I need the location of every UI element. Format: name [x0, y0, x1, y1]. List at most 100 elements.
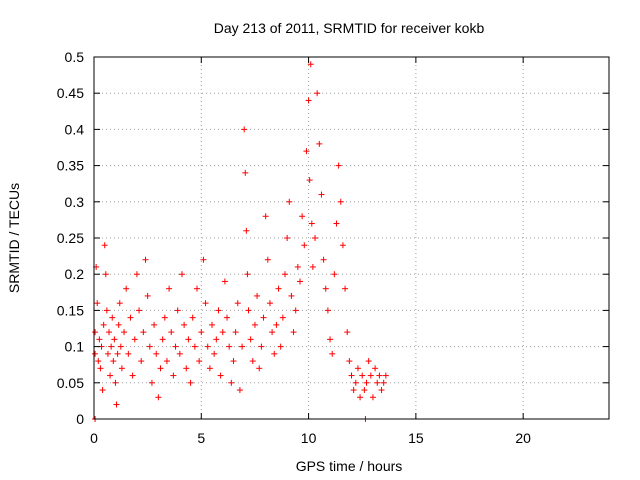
data-point: [104, 350, 111, 357]
data-point: [187, 379, 194, 386]
x-tick-label: 15: [408, 430, 424, 446]
data-point: [369, 394, 376, 401]
y-tick-label: 0.4: [65, 121, 85, 137]
data-point: [374, 379, 381, 386]
data-point: [277, 343, 284, 350]
data-point: [148, 379, 155, 386]
data-point: [324, 307, 331, 314]
axis-ticks: 0 0.05 0.1 0.15 0.2 0.25 0.3 0.35 0.4 0.45 0.5 0 5 10…: [57, 49, 609, 446]
data-point: [309, 263, 316, 270]
data-point: [140, 329, 147, 336]
data-point: [367, 372, 374, 379]
data-point: [306, 177, 313, 184]
data-point: [352, 379, 359, 386]
data-point: [174, 307, 181, 314]
data-point: [94, 300, 101, 307]
data-point: [211, 350, 218, 357]
data-point: [346, 358, 353, 365]
data-point: [168, 329, 175, 336]
data-point: [224, 314, 231, 321]
data-point: [363, 379, 370, 386]
data-point: [258, 343, 265, 350]
data-point: [196, 358, 203, 365]
data-point: [106, 329, 113, 336]
data-point: [350, 387, 357, 394]
data-point: [256, 365, 263, 372]
data-points: [92, 61, 389, 422]
data-point: [127, 314, 134, 321]
data-point: [178, 271, 185, 278]
data-point: [129, 372, 136, 379]
data-point: [185, 336, 192, 343]
data-point: [236, 387, 243, 394]
data-point: [344, 329, 351, 336]
data-point: [111, 336, 118, 343]
data-point: [96, 336, 103, 343]
data-point: [242, 169, 249, 176]
data-point: [153, 350, 160, 357]
y-tick-label: 0.15: [57, 302, 84, 318]
data-point: [183, 365, 190, 372]
x-tick-label: 0: [90, 430, 98, 446]
data-point: [155, 394, 162, 401]
data-point: [243, 227, 250, 234]
data-point: [348, 372, 355, 379]
data-point: [329, 350, 336, 357]
data-point: [161, 314, 168, 321]
data-point: [136, 307, 143, 314]
data-point: [213, 336, 220, 343]
plot-frame: [93, 56, 610, 420]
data-point: [286, 198, 293, 205]
data-point: [125, 350, 132, 357]
data-point: [234, 300, 241, 307]
data-point: [262, 213, 269, 220]
data-point: [170, 372, 177, 379]
data-point: [142, 256, 149, 263]
data-point: [284, 235, 291, 241]
data-point: [254, 292, 261, 299]
data-point: [198, 329, 205, 336]
data-point: [312, 235, 319, 241]
data-point: [333, 220, 340, 227]
chart-title: Day 213 of 2011, SRMTID for receiver kok…: [214, 20, 485, 36]
data-point: [245, 307, 252, 314]
data-point: [221, 278, 228, 285]
data-point: [307, 61, 314, 68]
data-point: [275, 285, 282, 292]
data-point: [320, 256, 327, 263]
data-point: [228, 379, 235, 386]
data-point: [303, 148, 310, 155]
data-point: [215, 307, 222, 314]
data-point: [230, 358, 237, 365]
data-point: [380, 379, 387, 386]
data-point: [101, 242, 108, 249]
data-point: [108, 343, 115, 350]
data-point: [335, 162, 342, 169]
y-tick-label: 0.25: [57, 230, 84, 246]
data-point: [314, 90, 321, 97]
data-point: [327, 336, 334, 343]
data-point: [292, 307, 299, 314]
data-point: [318, 191, 325, 198]
data-point: [305, 97, 312, 104]
data-point: [241, 126, 248, 133]
data-point: [138, 358, 145, 365]
data-point: [92, 350, 99, 357]
data-point: [232, 329, 239, 336]
y-tick-label: 0.5: [65, 49, 85, 65]
y-tick-label: 0.05: [57, 375, 84, 391]
data-point: [204, 343, 211, 350]
data-point: [290, 329, 297, 336]
data-point: [342, 285, 349, 292]
data-point: [294, 263, 301, 270]
data-point: [92, 329, 99, 336]
data-point: [219, 329, 226, 336]
data-point: [376, 372, 383, 379]
data-point: [166, 285, 173, 292]
data-point: [206, 365, 213, 372]
data-point: [116, 300, 123, 307]
data-point: [118, 365, 125, 372]
data-point: [115, 321, 122, 328]
